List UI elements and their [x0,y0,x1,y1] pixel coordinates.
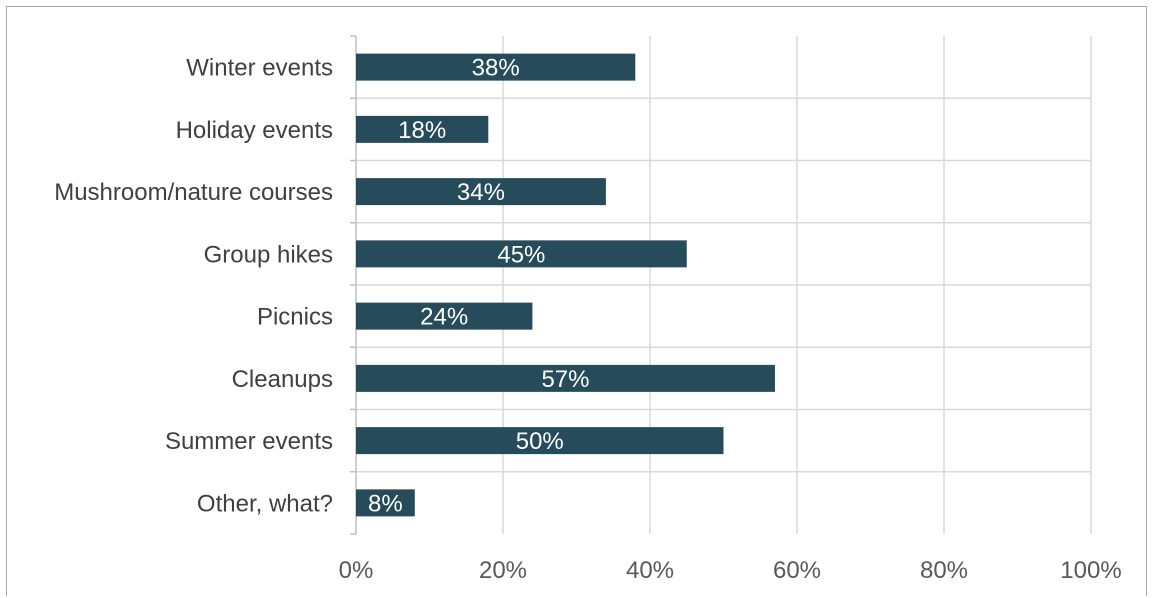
data-label: 18% [398,117,446,144]
category-label: Mushroom/nature courses [54,179,333,206]
x-tick-label: 40% [626,557,674,584]
category-label: Cleanups [232,366,333,393]
category-labels: Winter events Holiday events Mushroom/natu… [54,55,333,518]
bar [356,427,724,455]
data-label: 50% [516,428,564,455]
data-label: 34% [457,179,505,206]
data-label: 57% [541,366,589,393]
bar [356,489,415,517]
category-label: Summer events [165,428,333,455]
chart-frame [6,6,1147,596]
gridlines [356,36,1092,534]
x-tick-label: 20% [479,557,527,584]
data-label: 38% [472,55,520,82]
bar [356,240,687,268]
x-tick-label: 60% [773,557,821,584]
x-tick-label: 100% [1060,557,1121,584]
category-label: Group hikes [204,241,333,268]
category-label: Other, what? [197,490,333,517]
x-axis-tick-labels: 0% 20% 40% 60% 80% 100% [339,557,1122,584]
data-labels: 38% 18% 34% 45% 24% 57% 50% 8% [368,55,589,518]
bar [356,115,489,143]
x-tick-label: 0% [339,557,374,584]
category-label: Picnics [257,304,333,331]
category-label: Holiday events [176,117,333,144]
bar [356,178,606,206]
bar [356,364,775,392]
x-tick-label: 80% [920,557,968,584]
bars [356,53,775,517]
data-label: 45% [497,241,545,268]
y-axis [350,35,357,535]
category-label: Winter events [186,55,333,82]
bar [356,302,533,330]
data-label: 8% [368,490,403,517]
bar [356,53,636,81]
data-label: 24% [420,304,468,331]
